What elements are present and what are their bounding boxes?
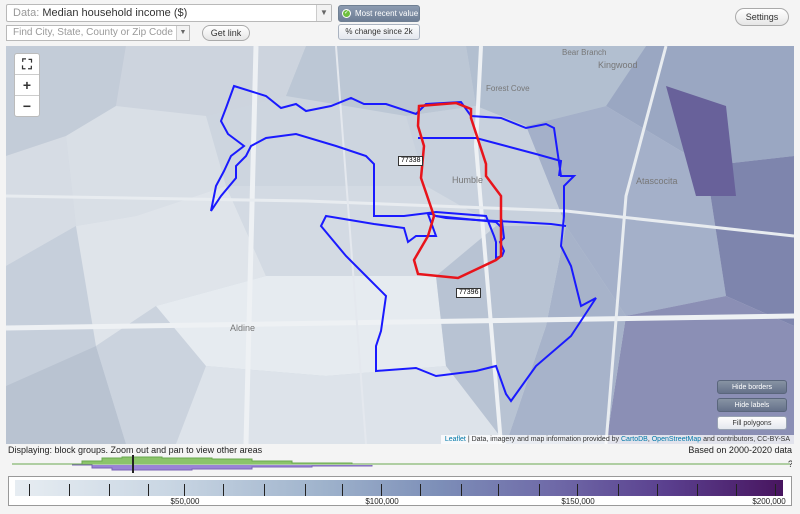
check-icon: ✓ xyxy=(342,9,351,18)
map-attribution: Leaflet | Data, imagery and map informat… xyxy=(440,435,794,444)
chevron-down-icon[interactable]: ▼ xyxy=(176,26,189,40)
hide-labels-button[interactable]: Hide labels xyxy=(717,398,787,412)
place-label-kingwood: Kingwood xyxy=(598,60,638,70)
fit-bounds-icon[interactable]: ⛶ xyxy=(15,54,39,75)
search-input[interactable]: Find City, State, County or Zip Code ▼ xyxy=(6,25,190,41)
leaflet-link[interactable]: Leaflet xyxy=(444,436,466,443)
histogram-end-marker: ? xyxy=(788,459,792,469)
legend-label: $100,000 xyxy=(365,497,399,506)
search-placeholder: Find City, State, County or Zip Code xyxy=(13,27,173,38)
attribution-rest: and contributors, CC-BY-SA xyxy=(701,436,790,443)
legend-label: $50,000 xyxy=(170,497,200,506)
map-canvas xyxy=(6,46,794,444)
most-recent-label: Most recent value xyxy=(355,9,419,18)
hide-borders-button[interactable]: Hide borders xyxy=(717,380,787,394)
data-select[interactable]: Data: Median household income ($) ▼ xyxy=(6,4,332,22)
toolbar: Data: Median household income ($) ▼ Find… xyxy=(0,0,800,46)
most-recent-value-button[interactable]: ✓ Most recent value xyxy=(338,5,420,22)
fill-polygons-button[interactable]: Fill polygons xyxy=(717,416,787,430)
get-link-button[interactable]: Get link xyxy=(202,25,250,41)
data-select-prefix: Data: xyxy=(13,7,40,19)
place-label-aldine: Aldine xyxy=(230,323,256,333)
settings-button[interactable]: Settings xyxy=(735,8,789,26)
attribution-sep: , xyxy=(647,436,652,443)
chevron-down-icon[interactable]: ▼ xyxy=(316,5,331,21)
place-label-forest-cove: Forest Cove xyxy=(486,84,530,93)
legend-gradient-bar xyxy=(15,480,783,496)
value-histogram: ? xyxy=(12,455,792,473)
displaying-status: Displaying: block groups. Zoom out and p… xyxy=(8,445,263,455)
color-legend: $50,000 $100,000 $150,000 $200,000 xyxy=(8,476,792,506)
map[interactable]: Bear Branch Kingwood Forest Cove Humble … xyxy=(6,46,794,444)
pct-change-button[interactable]: % change since 2k xyxy=(338,24,420,40)
zoom-control: ⛶ + − xyxy=(14,53,40,117)
legend-label: $200,000 xyxy=(752,497,786,506)
place-label-humble: Humble xyxy=(452,175,484,185)
cartodb-link[interactable]: CartoDB xyxy=(621,436,648,443)
legend-label: $150,000 xyxy=(561,497,595,506)
place-label-bear-branch: Bear Branch xyxy=(562,48,607,57)
osm-link[interactable]: OpenStreetMap xyxy=(651,436,702,443)
data-select-value: Median household income ($) xyxy=(42,7,188,19)
zoom-in-button[interactable]: + xyxy=(15,75,39,96)
attribution-text: | Data, imagery and map information prov… xyxy=(465,436,621,443)
zoom-out-button[interactable]: − xyxy=(22,98,32,114)
place-label-atascocita: Atascocita xyxy=(636,176,678,186)
based-on-status: Based on 2000-2020 data xyxy=(688,445,792,455)
zip-label-77396: 77396 xyxy=(456,288,482,298)
zip-label-77338: 77338 xyxy=(398,156,424,166)
